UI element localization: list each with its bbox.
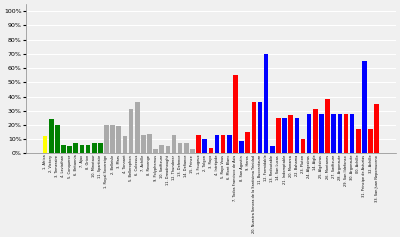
Bar	[166, 146, 170, 153]
Bar	[202, 139, 207, 153]
Bar	[294, 118, 299, 153]
Bar	[129, 109, 133, 153]
Bar	[92, 143, 96, 153]
Bar	[172, 135, 176, 153]
Bar	[215, 135, 219, 153]
Bar	[178, 143, 182, 153]
Bar	[264, 54, 268, 153]
Bar	[147, 133, 152, 153]
Bar	[362, 61, 367, 153]
Bar	[116, 126, 121, 153]
Bar	[332, 114, 336, 153]
Bar	[276, 118, 281, 153]
Bar	[350, 114, 354, 153]
Bar	[184, 143, 189, 153]
Bar	[252, 102, 256, 153]
Bar	[123, 136, 127, 153]
Bar	[49, 119, 54, 153]
Bar	[246, 132, 250, 153]
Bar	[86, 145, 90, 153]
Bar	[344, 114, 348, 153]
Bar	[141, 135, 146, 153]
Bar	[270, 146, 275, 153]
Bar	[61, 145, 66, 153]
Bar	[80, 145, 84, 153]
Bar	[338, 114, 342, 153]
Bar	[325, 99, 330, 153]
Bar	[160, 145, 164, 153]
Bar	[135, 102, 140, 153]
Bar	[196, 135, 201, 153]
Bar	[282, 118, 287, 153]
Bar	[98, 143, 103, 153]
Bar	[307, 114, 312, 153]
Bar	[374, 104, 379, 153]
Bar	[356, 129, 360, 153]
Bar	[221, 135, 226, 153]
Bar	[301, 139, 305, 153]
Bar	[233, 75, 238, 153]
Bar	[313, 109, 318, 153]
Bar	[208, 148, 213, 153]
Bar	[110, 125, 115, 153]
Bar	[43, 136, 47, 153]
Bar	[190, 149, 195, 153]
Bar	[55, 125, 60, 153]
Bar	[227, 135, 232, 153]
Bar	[288, 115, 293, 153]
Bar	[153, 149, 158, 153]
Bar	[368, 129, 373, 153]
Bar	[67, 146, 72, 153]
Bar	[258, 102, 262, 153]
Bar	[239, 141, 244, 153]
Bar	[104, 125, 109, 153]
Bar	[74, 143, 78, 153]
Bar	[319, 114, 324, 153]
